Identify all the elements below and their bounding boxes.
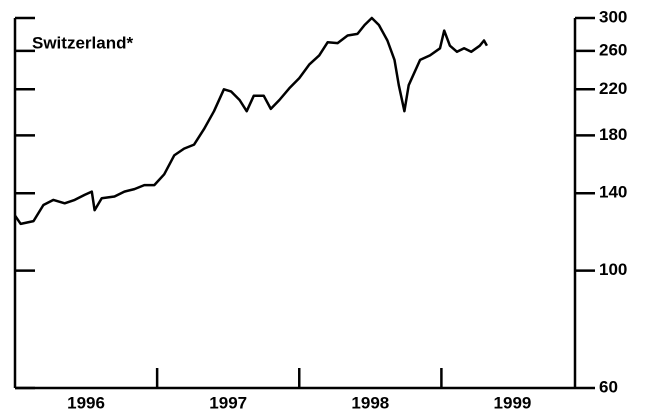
y-tick-label: 260	[599, 40, 627, 59]
x-tick-label: 1997	[209, 393, 247, 412]
data-line	[13, 16, 488, 226]
y-tick-label: 300	[599, 7, 627, 26]
y-tick-label: 60	[599, 377, 618, 396]
y-tick-label: 220	[599, 79, 627, 98]
x-tick-label: 1999	[494, 393, 532, 412]
y-tick-label: 140	[599, 183, 627, 202]
y-tick-label: 180	[599, 125, 627, 144]
x-tick-label: 1996	[67, 393, 105, 412]
x-tick-label: 1998	[351, 393, 389, 412]
y-tick-label: 100	[599, 260, 627, 279]
chart-title: Switzerland*	[32, 33, 133, 52]
